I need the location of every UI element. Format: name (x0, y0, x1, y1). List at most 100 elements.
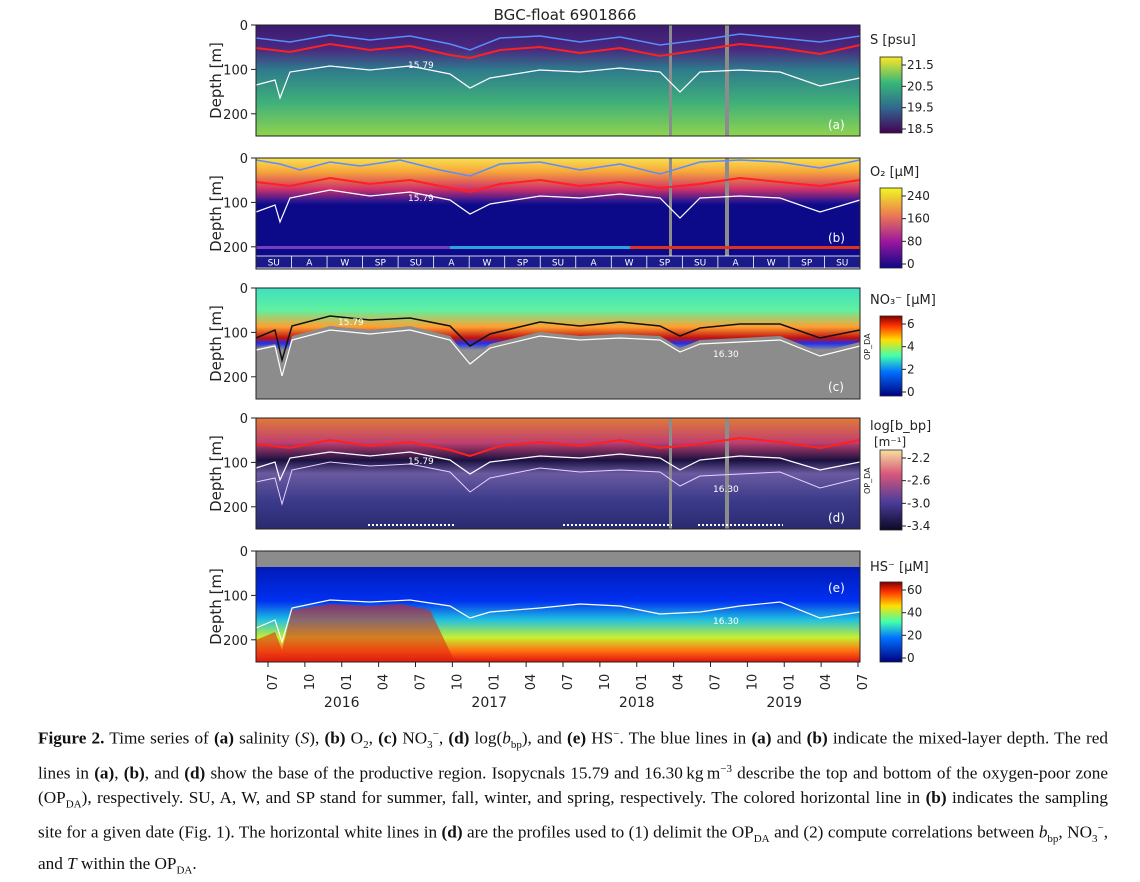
caption-text: NO (397, 728, 428, 748)
isopycnal-line (255, 65, 861, 100)
caption-subscript: DA (65, 798, 82, 811)
season-label: SU (836, 259, 848, 269)
isopycnal-label: 15.79 (408, 194, 434, 204)
y-tick-label: 0 (240, 19, 248, 34)
year-label: 2018 (619, 695, 655, 711)
colorbar-tick-label: -2.2 (907, 451, 930, 465)
season-label: SP (517, 259, 529, 269)
y-tick-label: 100 (223, 63, 248, 78)
caption-panel-ref: (b) (925, 787, 947, 807)
panel-a-gap (669, 25, 672, 136)
caption-panel-ref: (a) (213, 728, 234, 748)
sampling-site-line-segment (450, 246, 630, 249)
year-label: 2017 (471, 695, 507, 711)
caption-symbol: b (1038, 823, 1048, 843)
season-label: W (340, 259, 349, 269)
panel-e-gray-band (256, 551, 860, 567)
x-tick-label: 07 (266, 674, 281, 691)
x-tick-label: 10 (303, 674, 318, 691)
x-tick-label: 07 (709, 674, 724, 691)
caption-panel-ref: (b) (324, 728, 346, 748)
x-tick-label: 01 (782, 674, 797, 691)
x-tick-label: 01 (487, 674, 502, 691)
colorbar-tick-label: 18.5 (907, 122, 934, 136)
y-tick-label: 200 (223, 108, 248, 123)
colorbar-e (879, 581, 903, 663)
panel-a: 15.79 (a) (255, 24, 861, 137)
colorbar-tick-label: 0 (907, 651, 915, 665)
colorbar-tick-label: 21.5 (907, 58, 934, 72)
caption-subscript: bp (1047, 833, 1059, 846)
panel-frame (255, 24, 861, 137)
caption-text: O (345, 728, 364, 748)
season-label: SP (375, 259, 387, 269)
caption-symbol: T (67, 853, 77, 873)
x-tick-label: 07 (856, 674, 871, 691)
y-tick-label: 200 (223, 371, 248, 386)
season-strip: SU A W SP SU A W SP SU A W SP SU A W SP SU (255, 255, 861, 269)
caption-text: , (438, 728, 449, 748)
panel-d: 15.79 16.30 (d) OP_DA (255, 417, 872, 530)
figure-canvas: BGC-float 6901866 15.79 (a) 15.79 (b) SU… (207, 6, 936, 711)
y-tick-label: 0 (240, 545, 248, 560)
caption-subscript: bp (510, 739, 522, 752)
caption-text: Time series of (104, 728, 214, 748)
panel-frame (255, 550, 861, 663)
x-tick-label: 01 (340, 674, 355, 691)
caption-panel-ref: (b) (123, 763, 145, 783)
y-tick-label: 100 (223, 589, 248, 604)
colorbar-tick-label: 0 (907, 385, 915, 399)
productive-base-line (255, 436, 861, 458)
caption-text: . (192, 853, 197, 873)
season-label: W (482, 259, 491, 269)
panel-b-field (256, 158, 860, 269)
colorbar-tick-label: -3.4 (907, 519, 930, 533)
panel-b-gap (725, 158, 729, 256)
caption-panel-ref: (c) (378, 728, 398, 748)
caption-superscript: −3 (720, 763, 732, 776)
productive-base-line (255, 42, 861, 60)
caption-text: ), respectively. SU, A, W, and SP stand … (81, 787, 926, 807)
colorbar-title: HS⁻ [μM] (870, 560, 929, 575)
caption-text: within the OP (76, 853, 177, 873)
panel-c: 15.79 16.30 (c) OP_DA (255, 287, 872, 400)
colorbar-title: O₂ [μM] (870, 165, 919, 180)
y-tick-label: 0 (240, 282, 248, 297)
y-tick-label: 200 (223, 501, 248, 516)
caption-text: and (2) compute correlations between (769, 823, 1039, 843)
x-tick-label: 10 (598, 674, 613, 691)
caption-label: Figure 2. (38, 728, 105, 748)
figure-caption: Figure 2. Time series of (a) salinity (S… (38, 722, 1108, 882)
x-tick-label: 01 (635, 674, 650, 691)
season-label: SU (694, 259, 706, 269)
isopycnal-label: 16.30 (713, 617, 739, 627)
caption-text: log( (469, 728, 503, 748)
caption-subscript: DA (753, 833, 770, 846)
caption-text: , (368, 728, 379, 748)
x-tick-label: 07 (561, 674, 576, 691)
colorbar-c (879, 315, 903, 397)
y-tick-label: 0 (240, 152, 248, 167)
panel-e: 16.30 (e) (255, 550, 861, 663)
figure-title: BGC-float 6901866 (494, 6, 637, 24)
caption-superscript: − (432, 728, 439, 740)
colorbar-ticks: 21.520.519.518.52401608006420-2.2-2.6-3.… (902, 58, 934, 665)
x-tick-label: 04 (819, 674, 834, 691)
panel-letter: (d) (828, 511, 845, 525)
colorbar-tick-label: 40 (907, 606, 922, 620)
year-label: 2016 (324, 695, 360, 711)
mld-line (255, 33, 861, 51)
colorbar-title: S [psu] (870, 33, 916, 48)
caption-panel-ref: (d) (441, 823, 463, 843)
caption-text: show the base of the productive region. … (205, 763, 721, 783)
panel-a-gap (725, 25, 729, 136)
colorbar-subtitle: [m⁻¹] (874, 435, 906, 449)
colorbar-tick-label: 0 (907, 257, 915, 271)
caption-superscript: − (613, 728, 620, 740)
seafloor-mask (256, 326, 860, 399)
caption-panel-ref: (a) (751, 728, 772, 748)
caption-text: describe the top and bottom of the oxyge… (38, 763, 1108, 807)
caption-text: , NO (1058, 823, 1092, 843)
season-label: SP (659, 259, 671, 269)
colorbar-d (879, 449, 903, 531)
